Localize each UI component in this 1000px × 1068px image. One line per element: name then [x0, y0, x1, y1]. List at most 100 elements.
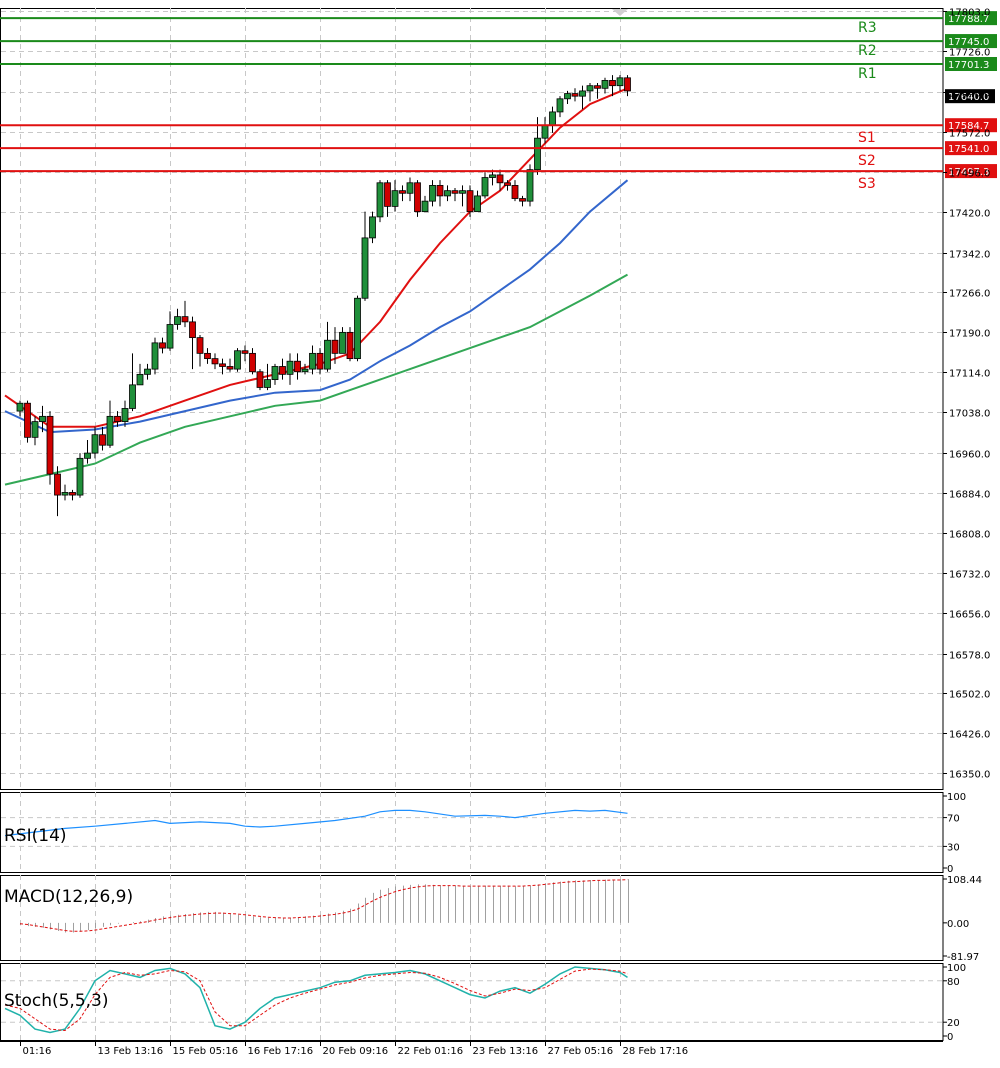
price-tick-label: 16426.0: [949, 730, 990, 741]
indicator-tick-label: 0: [947, 864, 953, 875]
candle: [511, 180, 519, 202]
grid-lines: [1, 8, 943, 1040]
price-tick-label: 16884.0: [949, 490, 990, 501]
candle-body: [556, 98, 564, 113]
candle: [609, 75, 616, 97]
candle-body: [121, 408, 129, 422]
candle: [196, 334, 204, 367]
candle: [241, 345, 249, 362]
candle-body: [234, 350, 241, 370]
candle: [99, 426, 106, 451]
indicator-tick-label: 100: [947, 792, 966, 803]
candle: [301, 363, 309, 375]
candle-body: [594, 85, 601, 89]
price-tick-label: 17572.0: [949, 129, 990, 140]
candle-body: [271, 366, 279, 381]
candle: [444, 185, 451, 202]
candle-body: [481, 177, 489, 197]
level-name-label: S1: [858, 130, 876, 146]
candle-body: [489, 174, 496, 178]
candle: [61, 484, 69, 501]
shift-marker-icon: [612, 9, 628, 16]
rsi-label: RSI(14): [4, 826, 67, 846]
candle: [414, 180, 421, 217]
candle-body: [279, 366, 286, 375]
candle: [234, 348, 241, 372]
candle: [406, 177, 414, 202]
candle-body: [324, 339, 331, 370]
indicator-tick-label: 108.44: [947, 875, 982, 886]
candle: [624, 75, 631, 97]
candle-body: [16, 402, 24, 412]
candle-body: [369, 216, 376, 239]
candle: [564, 90, 571, 105]
candle: [339, 327, 346, 354]
candle-body: [541, 124, 549, 139]
candle: [144, 363, 151, 380]
candle-body: [309, 352, 316, 370]
candle: [324, 321, 331, 372]
level-price-box: [945, 141, 997, 156]
candle: [204, 348, 211, 364]
indicator-tick-label: 80: [947, 977, 960, 988]
rsi-line: [4, 809, 628, 837]
level-price-label: 17541.0: [948, 144, 989, 155]
axis-labels: 17803.0 17726.0 17648.0 17572.0 17496.0 17420…: [20, 8, 990, 1057]
pivot-levels: 17788.7 R3 17745.0 R2 17701.3 R1 17584.7 S1 1754…: [0, 9, 997, 192]
last-price-box: [945, 89, 995, 104]
candle: [346, 327, 354, 362]
candle-body: [339, 331, 346, 354]
candle-body: [301, 368, 309, 373]
candle: [549, 106, 556, 133]
candle-body: [466, 190, 474, 213]
indicator-panels: RSI(14) MACD(12,26,9) Stoch(5,5,3): [1, 809, 943, 1034]
moving-average-line: [4, 179, 629, 434]
price-tick-label: 17648.0: [949, 89, 990, 100]
candle-body: [361, 237, 369, 299]
candle-body: [316, 352, 324, 370]
price-tick-label: 16502.0: [949, 690, 990, 701]
indicator-tick-label: 0: [947, 1032, 953, 1043]
candle: [106, 400, 114, 448]
candles: [16, 75, 631, 517]
candle: [189, 316, 196, 370]
time-tick-label: 22 Feb 01:16: [398, 1046, 464, 1057]
candle-body: [84, 452, 91, 459]
candle: [46, 411, 54, 485]
candle: [534, 117, 541, 175]
candle-body: [624, 77, 631, 92]
price-tick-label: 16578.0: [949, 651, 990, 662]
candle-body: [106, 415, 114, 446]
candle: [579, 85, 586, 110]
candle-body: [399, 190, 406, 194]
candle-body: [564, 93, 571, 100]
candle: [489, 169, 496, 186]
level-price-label: 17701.3: [948, 60, 989, 71]
candle-body: [69, 492, 76, 496]
candle: [114, 411, 121, 427]
candle: [601, 77, 609, 94]
candle-body: [474, 195, 481, 213]
candle: [54, 466, 61, 517]
price-tick-label: 17342.0: [949, 250, 990, 261]
candle-body: [451, 190, 459, 194]
price-tick-label: 17726.0: [949, 48, 990, 59]
candle-body: [384, 182, 391, 207]
candle: [279, 358, 286, 380]
candle: [519, 195, 526, 207]
time-tick-label: 15 Feb 05:16: [173, 1046, 239, 1057]
candle-body: [376, 182, 384, 218]
price-tick-label: 17266.0: [949, 289, 990, 300]
candle: [556, 96, 564, 118]
candle: [496, 169, 504, 191]
candle-body: [144, 368, 151, 375]
panel-frame: [0, 8, 944, 790]
price-tick-label: 16732.0: [949, 570, 990, 581]
candle: [249, 348, 256, 375]
candle: [316, 348, 324, 375]
price-tick-label: 17496.0: [949, 169, 990, 180]
last-price-label: 17640.0: [948, 92, 989, 103]
candle-body: [421, 200, 429, 213]
